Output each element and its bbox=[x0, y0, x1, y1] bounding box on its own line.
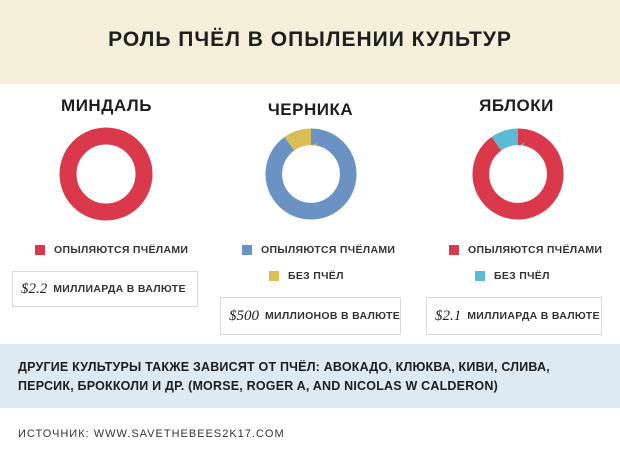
chart-panel-almond: МИНДАЛЬ ОПЫЛЯЮТСЯ ПЧЁЛАМИ $2.2 МИЛЛИАРДА… bbox=[3, 84, 210, 344]
value-unit: МИЛЛИОНОВ В ВАЛЮТЕ bbox=[265, 310, 401, 322]
donut-slice-1 bbox=[472, 128, 564, 220]
donut-chart bbox=[472, 128, 564, 220]
legend-label: ОПЫЛЯЮТСЯ ПЧЁЛАМИ bbox=[261, 244, 396, 256]
chart-panel-apples: ЯБЛОКИ ОПЫЛЯЮТСЯ ПЧЁЛАМИ БЕЗ ПЧЁЛ $2.1 М… bbox=[413, 84, 620, 344]
chart-title: ЯБЛОКИ bbox=[479, 96, 554, 115]
header-banner: РОЛЬ ПЧЁЛ В ОПЫЛЕНИИ КУЛЬТУР bbox=[0, 0, 620, 84]
value-amount: $2.2 bbox=[21, 280, 48, 297]
legend-item-pollinated: ОПЫЛЯЮТСЯ ПЧЁЛАМИ bbox=[242, 244, 395, 256]
note-text: ДРУГИЕ КУЛЬТУРЫ ТАКЖЕ ЗАВИСЯТ ОТ ПЧЁЛ: А… bbox=[18, 360, 550, 393]
value-amount: $500 bbox=[229, 307, 259, 324]
legend-item-pollinated: ОПЫЛЯЮТСЯ ПЧЁЛАМИ bbox=[449, 244, 602, 256]
legend-label: ОПЫЛЯЮТСЯ ПЧЁЛАМИ bbox=[54, 244, 189, 256]
legend-label: ОПЫЛЯЮТСЯ ПЧЁЛАМИ bbox=[468, 244, 603, 256]
value-unit: МИЛЛИАРДА В ВАЛЮТЕ bbox=[53, 283, 186, 295]
value-unit: МИЛЛИАРДА В ВАЛЮТЕ bbox=[467, 310, 600, 322]
legend-item-pollinated: ОПЫЛЯЮТСЯ ПЧЁЛАМИ bbox=[35, 244, 188, 256]
chart-title: МИНДАЛЬ bbox=[61, 96, 152, 115]
chart-title: ЧЕРНИКА bbox=[267, 100, 354, 119]
legend-swatch bbox=[242, 245, 252, 255]
source-credit: ИСТОЧНИК: WWW.SAVETHEBEES2K17.COM bbox=[18, 428, 285, 440]
value-box: $500 МИЛЛИОНОВ В ВАЛЮТЕ bbox=[220, 297, 401, 335]
legend-swatch bbox=[269, 271, 279, 281]
value-box: $2.2 МИЛЛИАРДА В ВАЛЮТЕ bbox=[12, 271, 198, 307]
donut-chart bbox=[265, 128, 357, 220]
legend-item-without-bees: БЕЗ ПЧЁЛ bbox=[475, 270, 550, 282]
page-title: РОЛЬ ПЧЁЛ В ОПЫЛЕНИИ КУЛЬТУР bbox=[108, 28, 512, 51]
legend-label: БЕЗ ПЧЁЛ bbox=[288, 270, 344, 282]
legend-label: БЕЗ ПЧЁЛ bbox=[494, 270, 550, 282]
donut-chart bbox=[59, 127, 153, 221]
chart-panel-blueberry: ЧЕРНИКА ОПЫЛЯЮТСЯ ПЧЁЛАМИ БЕЗ ПЧЁЛ $500 … bbox=[207, 84, 414, 344]
donut-slice-1 bbox=[265, 128, 357, 220]
legend-swatch bbox=[475, 271, 485, 281]
donut-slice-0 bbox=[59, 127, 153, 221]
legend-swatch bbox=[35, 245, 45, 255]
value-box: $2.1 МИЛЛИАРДА В ВАЛЮТЕ bbox=[426, 297, 602, 335]
value-amount: $2.1 bbox=[435, 307, 462, 324]
legend-item-without-bees: БЕЗ ПЧЁЛ bbox=[269, 270, 344, 282]
info-note: ДРУГИЕ КУЛЬТУРЫ ТАКЖЕ ЗАВИСЯТ ОТ ПЧЁЛ: А… bbox=[0, 344, 620, 408]
donut-slice-0 bbox=[265, 128, 357, 220]
donut-slice-0 bbox=[472, 128, 564, 220]
legend-swatch bbox=[449, 245, 459, 255]
